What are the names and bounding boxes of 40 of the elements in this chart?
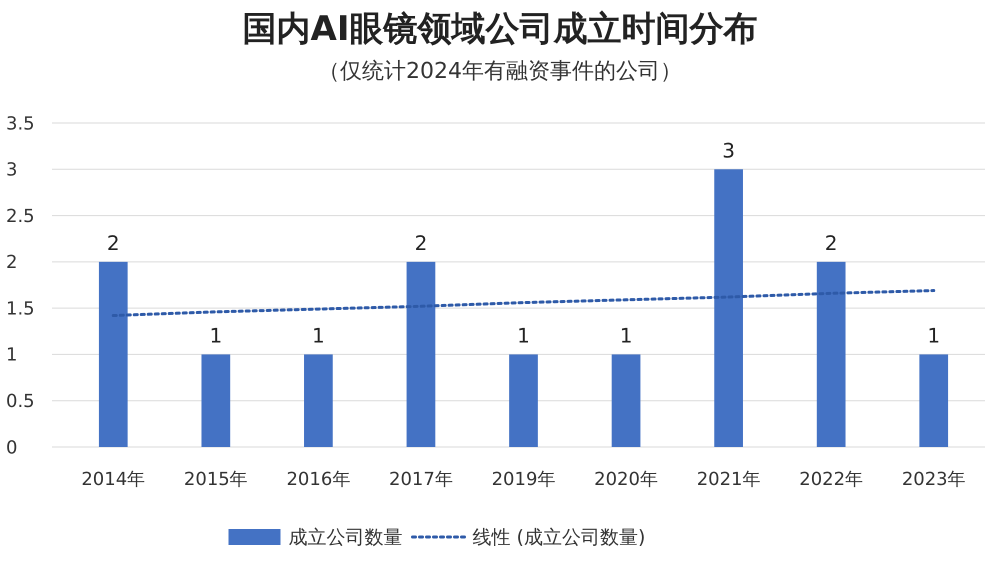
- y-tick-label: 3.5: [6, 113, 35, 134]
- bar: [714, 169, 743, 447]
- data-label: 1: [209, 323, 222, 348]
- bar: [98, 262, 128, 447]
- x-tick-label: 2016年: [286, 469, 350, 490]
- x-tick-label: 2017年: [389, 469, 453, 490]
- legend-label: 线性 (成立公司数量): [472, 526, 646, 549]
- x-tick-label: 2015年: [184, 469, 248, 490]
- x-tick-label: 2023年: [902, 469, 966, 490]
- x-tick-label: 2020年: [594, 469, 658, 490]
- data-label: 2: [106, 230, 120, 255]
- legend-label: 成立公司数量: [288, 526, 402, 549]
- bar: [816, 262, 846, 447]
- y-tick-label: 3: [6, 160, 18, 181]
- y-tick-label: 0.5: [6, 391, 35, 412]
- bar: [406, 262, 436, 447]
- x-tick-label: 2019年: [492, 469, 556, 490]
- line-series: [112, 289, 936, 318]
- data-label: 1: [312, 323, 325, 348]
- data-label: 1: [620, 323, 632, 348]
- bar: [919, 354, 948, 447]
- y-tick-label: 2: [6, 252, 18, 274]
- data-label: 3: [722, 138, 735, 162]
- bar: [304, 354, 333, 447]
- x-tick-label: 2021年: [696, 469, 761, 490]
- data-label: 1: [927, 323, 940, 348]
- y-tick-label: 1: [6, 344, 18, 366]
- bar: [201, 354, 230, 447]
- y-tick-label: 2.5: [6, 206, 35, 227]
- x-tick-label: 2022年: [799, 469, 864, 490]
- data-label: 1: [517, 323, 530, 348]
- data-label: 2: [824, 230, 838, 255]
- bar: [612, 354, 640, 447]
- chart-subtitle: （仅统计2024年有融资事件的公司）: [318, 59, 682, 84]
- x-tick-label: 2014年: [81, 469, 146, 490]
- chart-title: 国内AI眼镜领域公司成立时间分布: [242, 9, 758, 49]
- data-label: 2: [414, 230, 428, 255]
- y-tick-label: 0: [6, 437, 18, 458]
- y-tick-label: 1.5: [6, 298, 35, 320]
- bar: [509, 354, 538, 447]
